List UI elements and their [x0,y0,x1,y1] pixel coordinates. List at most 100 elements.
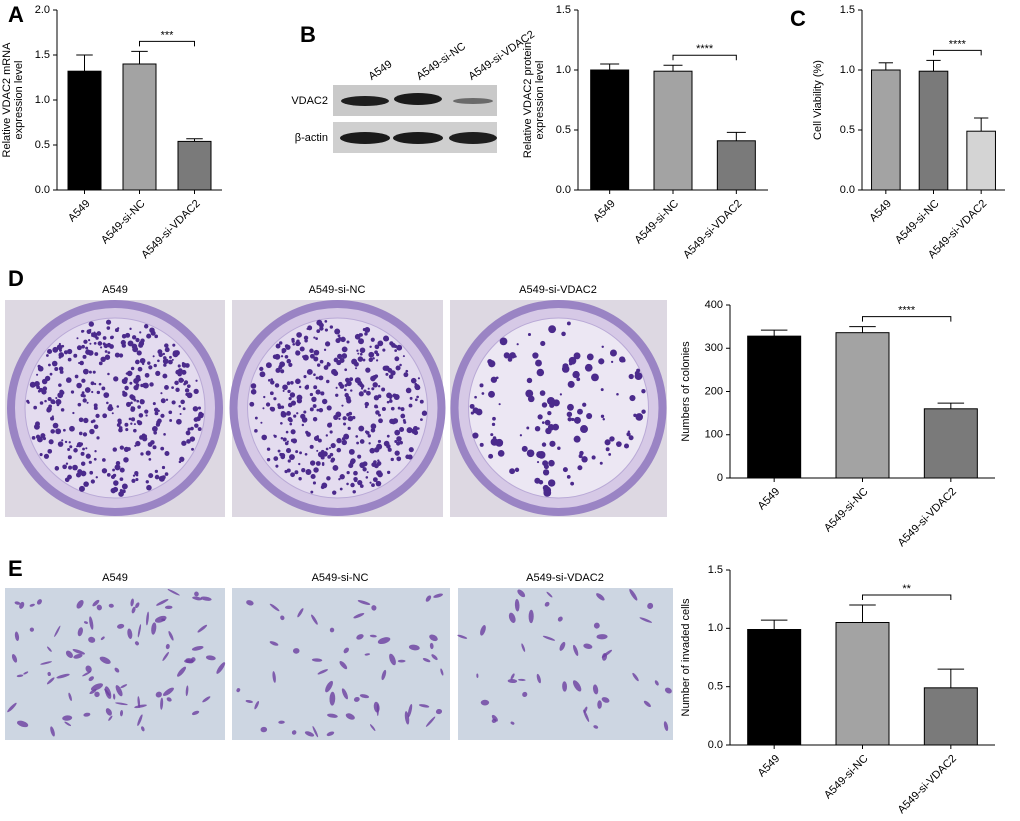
x-tick-label: A549 [66,198,93,225]
colony [186,384,191,389]
colony [344,383,348,387]
colony [169,419,173,422]
colony [576,377,581,382]
colony [189,436,196,442]
colony [270,380,275,385]
colony [67,448,71,451]
colony [126,447,131,451]
y-tick-label: 0.5 [35,139,50,151]
cell [46,677,55,685]
colony [357,356,364,362]
colony [290,429,296,435]
colony [259,366,264,372]
colony [76,382,82,389]
colony [368,352,372,356]
colony [62,464,67,470]
cell [90,683,103,691]
colony [488,453,494,459]
bar [747,335,802,479]
colony [537,414,543,420]
colony [96,331,102,336]
colony [570,481,575,486]
dish-inner [468,317,649,499]
colony [329,430,333,434]
colony [490,438,499,446]
colony [98,382,102,386]
colony [536,368,545,377]
significance-bracket [862,316,952,322]
cell [160,697,164,710]
colony [303,410,307,414]
colony [628,373,634,380]
colony [275,367,281,373]
colony [534,425,541,432]
cell [269,641,279,646]
colony [184,388,190,393]
colony [492,416,496,421]
cell [14,601,21,605]
colony [387,470,391,475]
colony [338,417,341,421]
colony [420,418,423,422]
colony [93,342,97,345]
cell [162,687,174,696]
colony [641,409,646,414]
colony [602,418,605,421]
cell [185,685,189,697]
colony [377,459,380,462]
colony [33,423,40,430]
colony [497,449,505,457]
colony [309,353,315,359]
colony [172,351,179,358]
colony [104,350,108,353]
colony [147,361,151,365]
colony [311,396,317,402]
colony [541,442,547,447]
colony [37,364,41,368]
colony [286,411,291,416]
colony [357,454,362,459]
colony [164,472,169,476]
colony [313,349,320,356]
colony [178,368,183,373]
colony [51,360,58,367]
cell [639,617,652,623]
cell [112,693,116,700]
cell [311,658,323,662]
colony [163,433,166,436]
colony [88,460,92,464]
colony [119,488,123,492]
colony [166,347,170,351]
colony [280,355,284,358]
cell [329,691,336,706]
colony [286,358,292,364]
cell [559,641,566,651]
cell [108,603,114,608]
colony [527,332,532,337]
colony [81,344,85,349]
colony [372,357,375,360]
colony [275,343,281,349]
cell [480,625,486,636]
colony [72,464,78,471]
colony [180,399,185,405]
colony [316,363,321,367]
cell [536,673,541,684]
colony [396,436,402,442]
colony [44,399,47,403]
cell [269,603,280,612]
colony [277,449,281,453]
cell [359,694,370,699]
colony [182,407,186,411]
panel-letter: B [300,22,316,47]
cell [156,598,169,606]
cell [108,715,113,721]
colony [181,362,187,368]
colony [138,413,144,418]
colony [102,336,107,340]
colony [82,432,88,437]
y-axis-label: Relative VDAC2 protein [522,42,534,158]
colony [125,401,132,407]
colony [299,346,305,352]
colony [357,352,360,355]
